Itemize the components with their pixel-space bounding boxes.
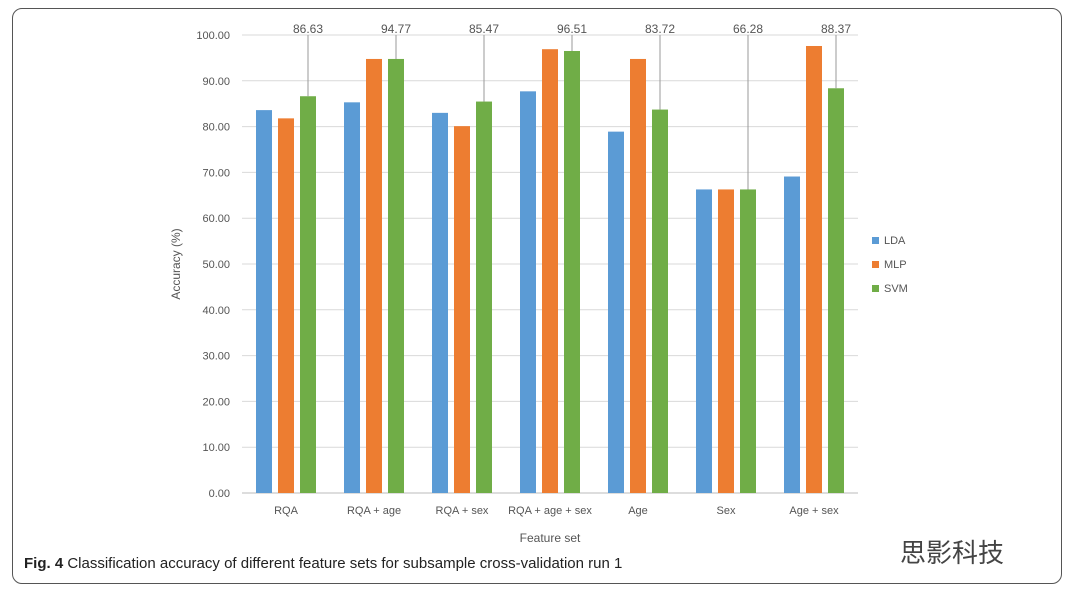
y-tick-label: 90.00 <box>202 76 230 88</box>
y-tick-label: 20.00 <box>202 396 230 408</box>
y-tick-label: 0.00 <box>209 488 230 500</box>
x-tick-label: RQA + age <box>347 505 401 517</box>
legend-swatch-svm <box>872 285 879 292</box>
legend-swatch-mlp <box>872 261 879 268</box>
bar-mlp <box>366 58 382 493</box>
bar-lda <box>344 102 360 494</box>
data-label: 66.28 <box>733 22 763 36</box>
bar-mlp <box>806 45 822 493</box>
bar-lda <box>696 189 712 493</box>
data-label: 85.47 <box>469 22 499 36</box>
legend-label: LDA <box>884 235 906 247</box>
data-label: 96.51 <box>557 22 587 36</box>
y-tick-label: 10.00 <box>202 442 230 454</box>
bar-mlp <box>630 58 646 493</box>
x-tick-label: Age <box>628 505 648 517</box>
bar-lda <box>432 112 448 494</box>
figure-frame <box>12 8 1062 584</box>
bar-lda <box>608 131 624 493</box>
x-tick-label: RQA <box>274 505 299 517</box>
bar-svm <box>652 109 668 493</box>
watermark: 思影科技 <box>900 539 1005 569</box>
bar-svm <box>828 88 844 493</box>
bar-lda <box>256 110 272 493</box>
y-tick-label: 30.00 <box>202 351 230 363</box>
bar-svm <box>476 101 492 494</box>
caption-label: Fig. 4 <box>24 555 64 572</box>
x-tick-label: Sex <box>717 505 736 517</box>
x-tick-label: Age + sex <box>789 505 839 517</box>
caption-text: Classification accuracy of different fea… <box>63 555 623 572</box>
bar-lda <box>784 176 800 493</box>
bar-mlp <box>542 49 558 493</box>
legend-label: SVM <box>884 283 908 295</box>
data-label: 86.63 <box>293 22 323 36</box>
bar-svm <box>740 189 756 493</box>
y-tick-label: 50.00 <box>202 259 230 271</box>
data-label: 94.77 <box>381 22 411 36</box>
bar-mlp <box>454 126 470 493</box>
x-axis-title: Feature set <box>520 531 581 545</box>
y-tick-label: 70.00 <box>202 167 230 179</box>
data-label: 88.37 <box>821 22 851 36</box>
bar-svm <box>388 58 404 493</box>
x-tick-label: RQA + sex <box>436 505 489 517</box>
bar-svm <box>564 50 580 494</box>
y-tick-label: 40.00 <box>202 305 230 317</box>
y-axis-title: Accuracy (%) <box>169 228 183 299</box>
legend-swatch-lda <box>872 237 879 244</box>
y-tick-label: 80.00 <box>202 122 230 134</box>
bar-svm <box>300 96 316 494</box>
y-tick-label: 60.00 <box>202 213 230 225</box>
bar-lda <box>520 91 536 494</box>
bar-mlp <box>718 189 734 493</box>
bar-mlp <box>278 118 294 493</box>
legend-label: MLP <box>884 259 907 271</box>
x-tick-label: RQA + age + sex <box>508 505 592 517</box>
figure-caption: Fig. 4 Classification accuracy of differ… <box>24 555 622 572</box>
data-label: 83.72 <box>645 22 675 36</box>
y-tick-label: 100.00 <box>196 30 230 42</box>
